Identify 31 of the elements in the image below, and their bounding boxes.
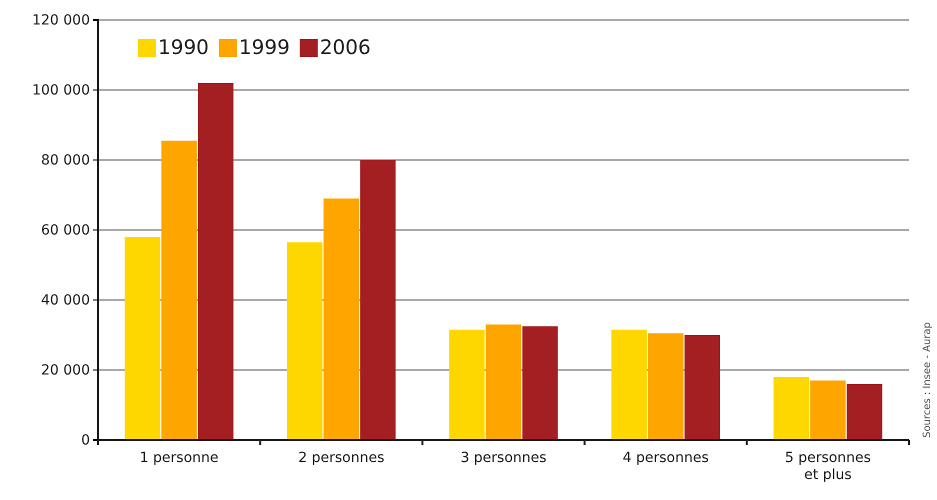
source-note: Sources : Insee - Aurap [922,322,933,438]
x-tick-label: 2 personnes [298,450,384,466]
x-tick-label: 5 personnes et plus [784,450,871,483]
x-tick-label: 4 personnes [622,450,709,466]
bar [286,242,322,440]
x-tick-label: 3 personnes [460,450,547,466]
y-tick-label: 20 000 [41,362,90,378]
bar [810,380,846,440]
bar [611,330,647,440]
legend-label: 1990 [158,35,209,59]
bar [324,198,360,440]
bar [486,324,522,440]
y-tick-label: 0 [81,432,90,448]
bar [198,83,234,440]
bar [684,335,720,440]
y-tick-label: 120 000 [32,12,90,28]
y-tick-label: 100 000 [32,82,90,98]
legend-label: 2006 [320,35,371,59]
y-tick-label: 40 000 [41,292,90,308]
bar [124,237,160,440]
bar [846,384,882,440]
x-tick-label: 1 personne [140,450,219,466]
bar [648,333,684,440]
y-tick-label: 80 000 [41,152,90,168]
y-tick-label: 60 000 [41,222,90,238]
bar [774,377,810,440]
bar [522,326,558,440]
bar [449,330,485,440]
bar [161,140,197,440]
legend-label: 1999 [238,35,290,59]
bar [360,160,396,440]
